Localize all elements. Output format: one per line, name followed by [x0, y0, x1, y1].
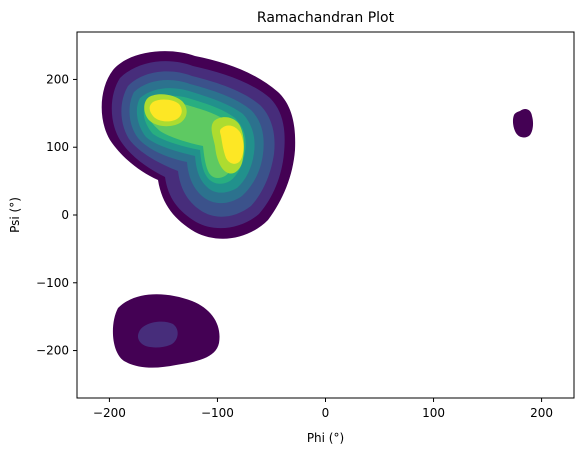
density-contours [101, 51, 534, 368]
contour-level-9 [149, 99, 244, 164]
y-tick-label: 0 [61, 208, 69, 222]
lower-contour-level-2 [137, 321, 178, 348]
x-tick-label: 0 [322, 406, 330, 420]
x-axis-label: Phi (°) [307, 431, 344, 445]
y-tick-label: 200 [46, 72, 69, 86]
y-tick-label: 100 [46, 140, 69, 154]
chart-title: Ramachandran Plot [257, 10, 395, 26]
y-axis-ticks: −200 −100 0 100 200 [36, 72, 77, 358]
y-tick-label: −200 [36, 344, 69, 358]
x-tick-label: 200 [530, 406, 553, 420]
x-tick-label: 100 [422, 406, 445, 420]
right-contour-level-1 [512, 108, 534, 138]
y-axis-label: Psi (°) [8, 197, 22, 233]
y-tick-label: −100 [36, 276, 69, 290]
x-axis-ticks: −200 −100 0 100 200 [93, 398, 553, 420]
x-tick-label: −100 [201, 406, 234, 420]
x-tick-label: −200 [93, 406, 126, 420]
